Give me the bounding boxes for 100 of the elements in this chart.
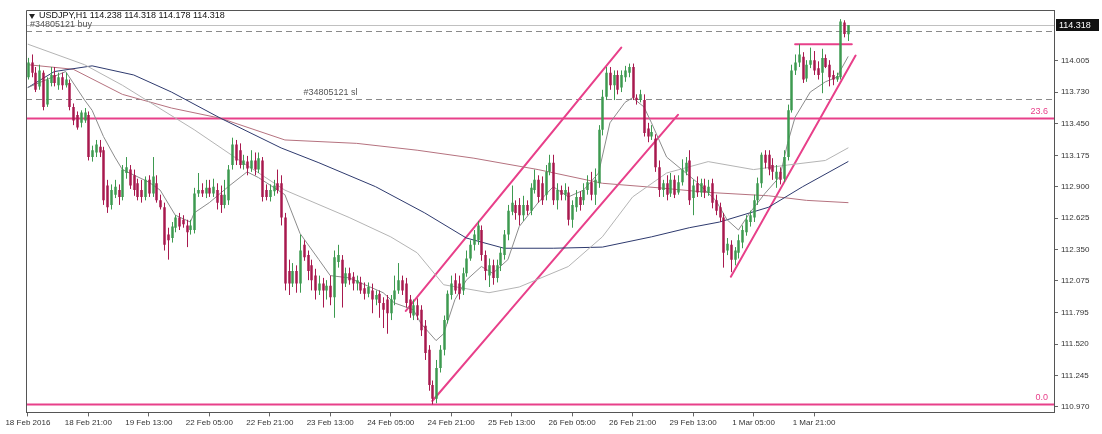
x-tick-label: 19 Feb 13:00: [125, 418, 173, 428]
y-tick-label: 111.520: [1061, 339, 1090, 349]
candlestick: [775, 164, 778, 189]
candlestick: [605, 66, 608, 101]
candlestick: [828, 59, 831, 87]
x-tick-label: 26 Feb 05:00: [548, 418, 597, 428]
candlestick: [658, 159, 661, 198]
x-tick-label: 18 Feb 21:00: [64, 418, 113, 428]
x-tick-label: 24 Feb 05:00: [367, 418, 415, 428]
candlestick: [212, 178, 215, 198]
candlestick: [250, 149, 253, 173]
candlestick: [609, 66, 612, 91]
candlestick: [484, 250, 487, 281]
candlestick: [254, 151, 257, 176]
candlestick: [76, 110, 79, 131]
y-tick-label: 110.970: [1061, 401, 1090, 411]
candlestick: [458, 275, 461, 301]
ref-line-label: #34805121 sl: [303, 86, 358, 97]
ref-line-label: #34805121 buy: [30, 18, 93, 29]
x-tick-label: 23 Feb 13:00: [306, 418, 355, 428]
candlestick: [703, 178, 706, 199]
candlestick: [386, 294, 389, 335]
candlestick: [152, 156, 155, 198]
candlestick: [155, 174, 158, 204]
y-tick-label: 113.175: [1061, 150, 1090, 160]
candlestick: [696, 175, 699, 198]
candlestick: [768, 149, 771, 176]
candlestick: [582, 182, 585, 206]
x-tick-label: 1 Mar 05:00: [732, 418, 776, 428]
y-tick-label: 111.795: [1061, 307, 1090, 317]
candlestick: [616, 69, 619, 95]
candlestick: [341, 254, 344, 309]
candlestick: [133, 169, 136, 197]
y-tick-label: 112.900: [1061, 181, 1090, 191]
candlestick: [68, 79, 71, 111]
candlestick: [110, 183, 113, 210]
x-tick-label: 22 Feb 05:00: [185, 418, 234, 428]
candlestick: [197, 172, 200, 198]
candlestick: [352, 271, 355, 291]
x-tick-label: 1 Mar 21:00: [792, 418, 836, 428]
x-tick-label: 26 Feb 21:00: [609, 418, 657, 428]
candlestick: [783, 149, 786, 183]
y-tick-label: 114.005: [1061, 55, 1090, 65]
candlestick: [669, 172, 672, 198]
candlestick: [477, 220, 480, 246]
candlestick: [454, 272, 457, 295]
candlestick: [673, 174, 676, 199]
candlestick: [613, 69, 616, 101]
candlestick: [590, 171, 593, 201]
y-tick-label: 113.450: [1061, 119, 1090, 129]
candlestick: [397, 262, 400, 295]
x-tick-label: 25 Feb 13:00: [488, 418, 536, 428]
candlestick: [677, 174, 680, 196]
candlestick: [329, 275, 332, 306]
candlestick: [314, 268, 317, 301]
candlestick: [53, 66, 56, 87]
candlestick: [231, 137, 234, 171]
candlestick: [469, 239, 472, 262]
candlestick: [38, 64, 41, 91]
y-tick-label: 112.075: [1061, 275, 1090, 285]
candlestick: [541, 175, 544, 206]
ref-line-label: 114.318: [1059, 19, 1091, 30]
candlestick: [518, 197, 521, 226]
candlestick: [514, 199, 517, 221]
candlestick: [220, 185, 223, 214]
candlestick: [27, 57, 30, 81]
candlestick: [503, 229, 506, 261]
candlestick: [291, 262, 294, 288]
candlestick: [692, 179, 695, 216]
candlestick: [118, 183, 121, 206]
candlestick: [730, 239, 733, 273]
candlestick: [798, 43, 801, 68]
y-tick-label: 112.350: [1061, 244, 1090, 254]
candlestick: [537, 174, 540, 204]
candlestick: [817, 60, 820, 81]
y-tick-label: 113.730: [1061, 87, 1090, 97]
candlestick: [371, 283, 374, 314]
candlestick: [522, 195, 525, 222]
candlestick: [439, 344, 442, 373]
candlestick: [711, 178, 714, 209]
candlestick: [700, 178, 703, 198]
x-tick-label: 22 Feb 21:00: [246, 418, 294, 428]
x-tick-label: 29 Feb 13:00: [669, 418, 718, 428]
x-tick-label: 18 Feb 2016: [5, 418, 51, 428]
y-tick-label: 111.245: [1061, 370, 1090, 380]
annotation: 0.0: [1035, 392, 1048, 403]
candlestick: [72, 102, 75, 126]
annotation: 23.6: [1030, 106, 1048, 117]
candlestick: [681, 158, 684, 187]
candlestick: [322, 277, 325, 309]
candlestick: [571, 199, 574, 229]
candlestick: [216, 182, 219, 210]
candlestick: [473, 229, 476, 252]
x-tick-label: 24 Feb 21:00: [427, 418, 476, 428]
candlestick: [794, 53, 797, 76]
y-tick-label: 112.625: [1061, 213, 1090, 223]
candlestick: [325, 279, 328, 301]
candlestick: [148, 174, 151, 198]
candlestick: [813, 50, 816, 76]
candlestick: [620, 69, 623, 93]
